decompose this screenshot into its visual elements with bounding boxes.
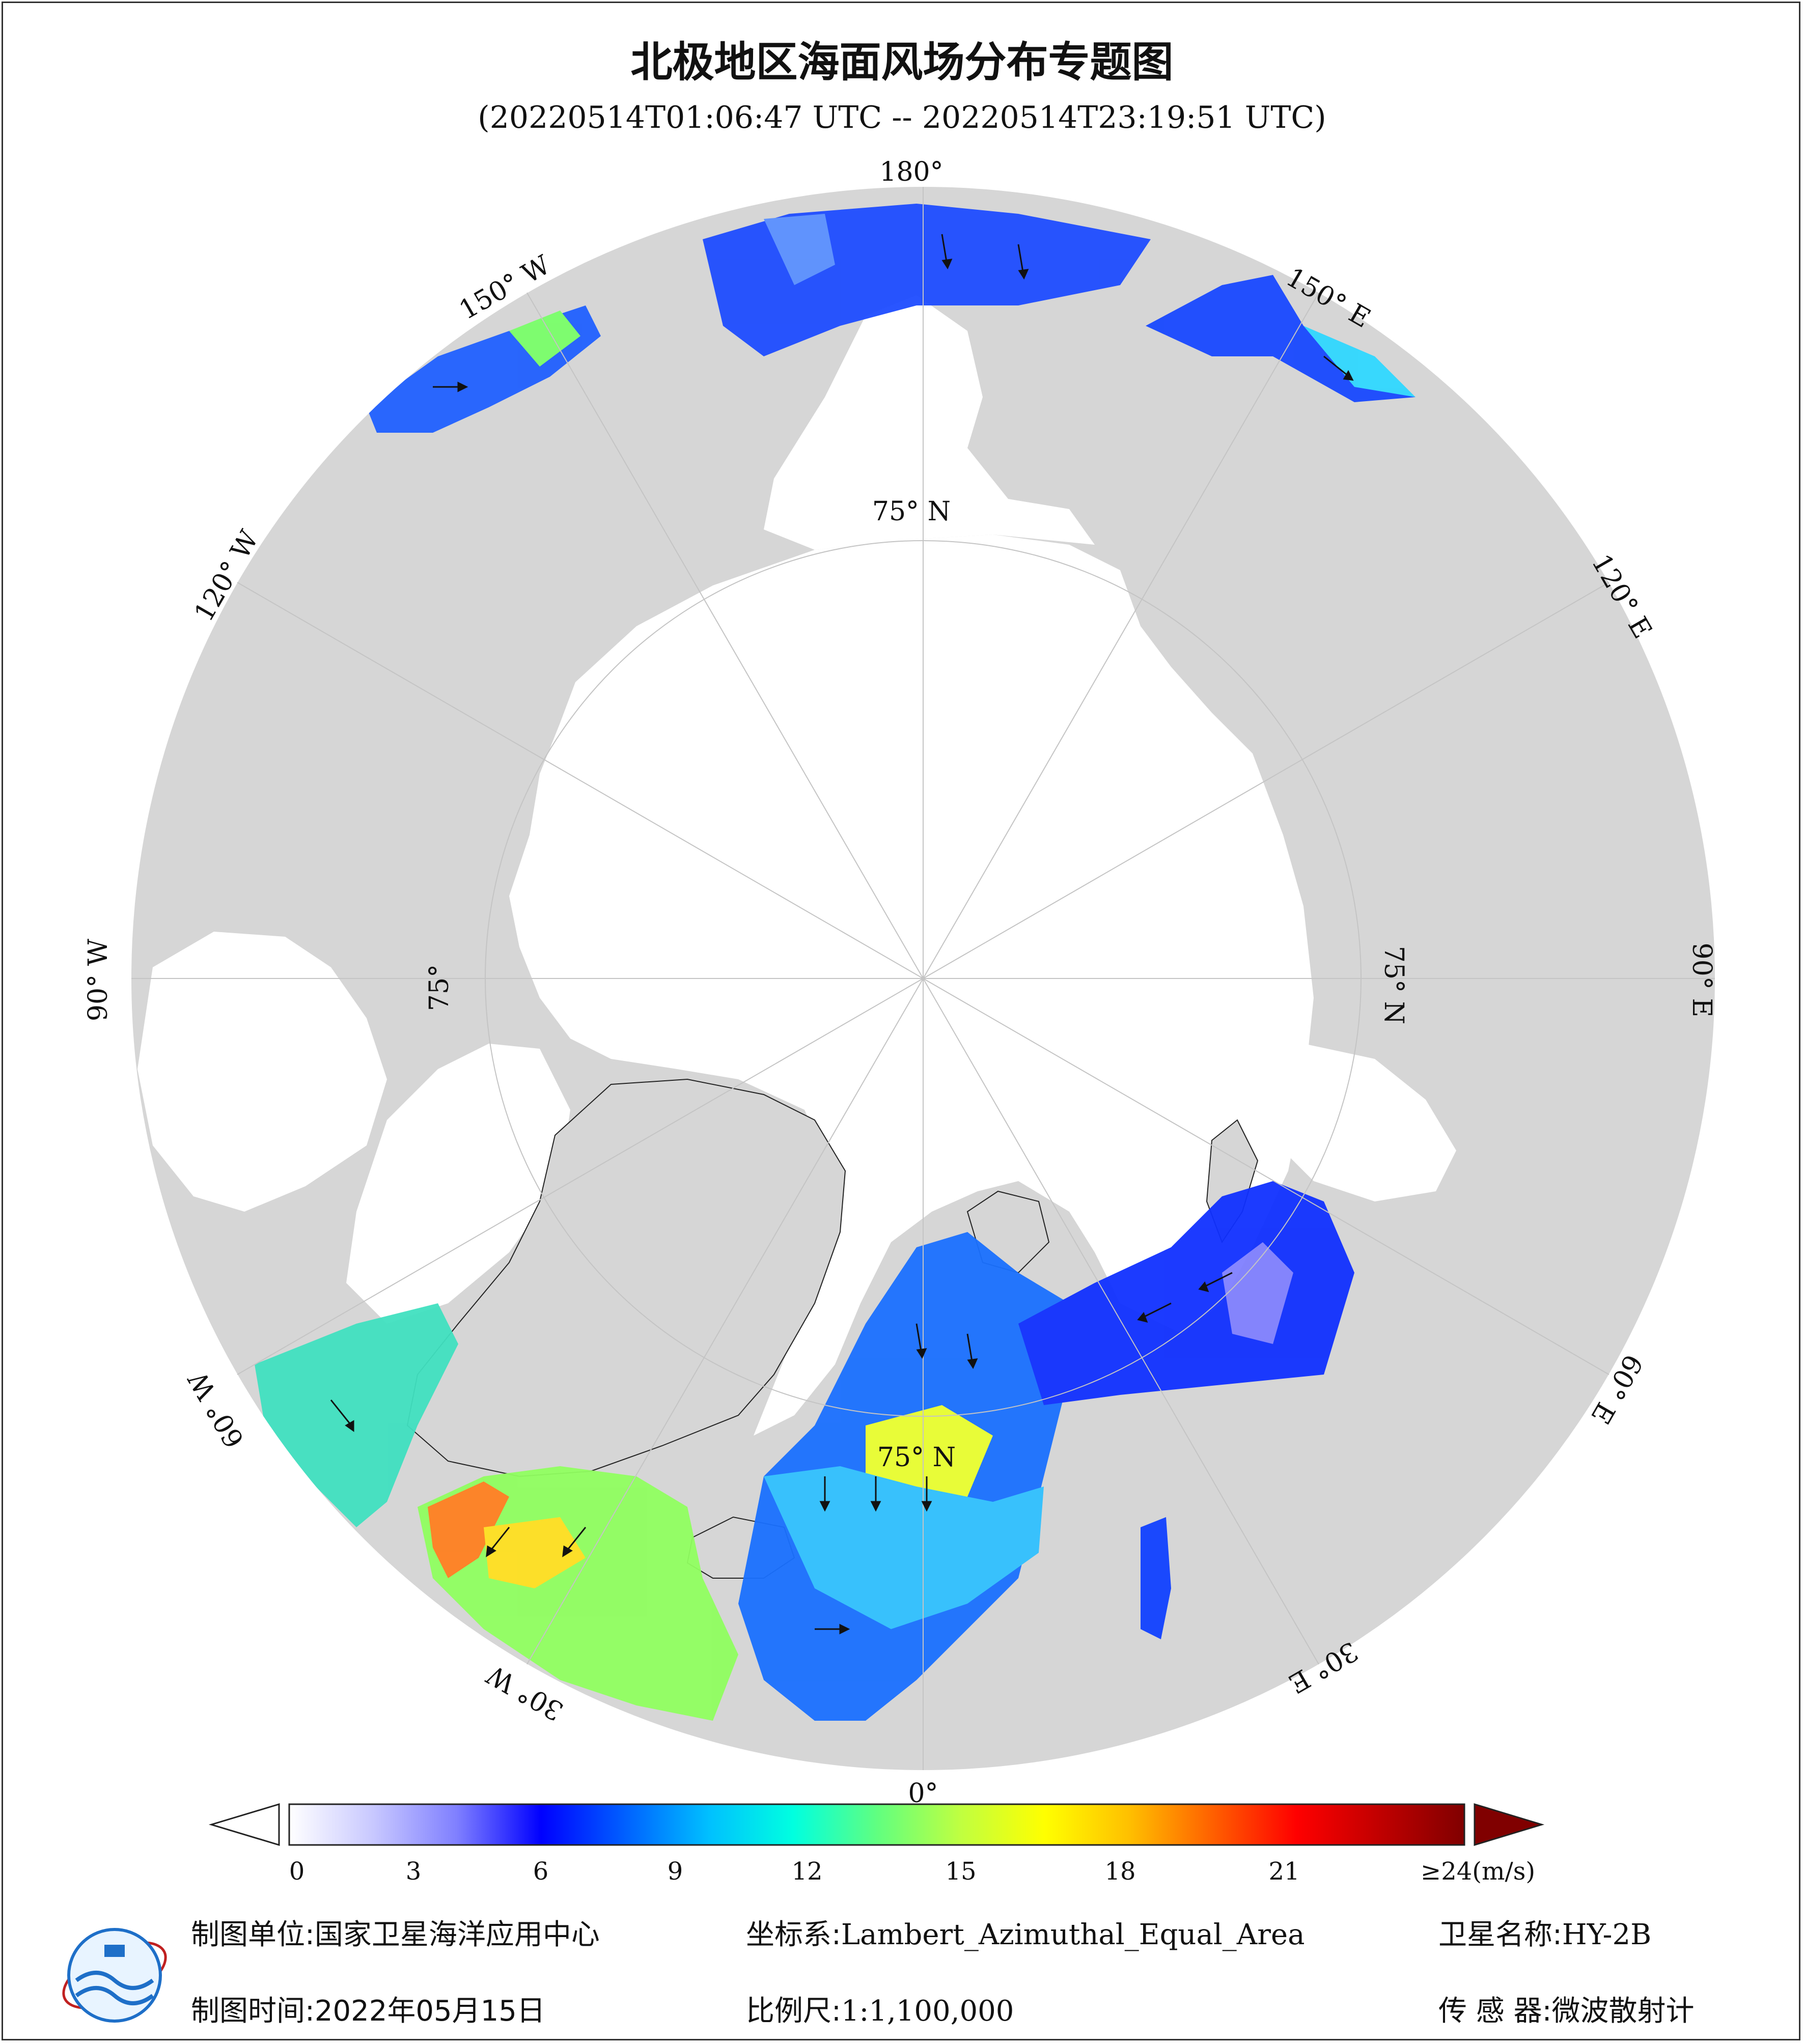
lat-label-75-left: 75° (424, 964, 455, 1011)
footer-scale: 比例尺:1:1,100,000 (746, 1988, 1014, 2029)
colorbar-max-arrow (1474, 1803, 1545, 1846)
wind-swath-north-atlantic-orange (428, 1481, 509, 1578)
wind-arrow (966, 1333, 978, 1369)
nsoas-logo (62, 1928, 167, 2023)
lat-label-75n-top: 75° N (872, 496, 951, 527)
wind-swath-labrador (255, 1303, 458, 1527)
colorbar-tick-24: ≥24 (1421, 1857, 1473, 1886)
footer-coord-value: Lambert_Azimuthal_Equal_Area (841, 1918, 1305, 1951)
footer-scale-label: 比例尺: (746, 1995, 841, 2028)
wind-swath-north-atlantic-yellow (484, 1517, 586, 1588)
footer-coord-label: 坐标系: (746, 1918, 841, 1951)
wind-arrow (1137, 1302, 1172, 1323)
wind-arrow (562, 1527, 587, 1557)
footer-coord: 坐标系:Lambert_Azimuthal_Equal_Area (746, 1912, 1305, 1953)
colorbar-unit: (m/s) (1472, 1857, 1536, 1886)
map-time-range: (20220514T01:06:47 UTC -- 20220514T23:19… (478, 100, 1326, 135)
colorbar-tick-9: 9 (667, 1857, 683, 1886)
footer-sensor-value: 微波散射计 (1551, 1995, 1695, 2028)
wind-arrow (870, 1476, 881, 1512)
wind-arrow (915, 1323, 927, 1359)
wind-arrows (330, 234, 1354, 1635)
colorbar-min-arrow (208, 1803, 280, 1846)
latitude-labels: 75° N 75° N 75° N 75° (424, 496, 1409, 1473)
baffin-ice-area (346, 1044, 570, 1324)
footer-sensor-label: 传 感 器: (1438, 1995, 1552, 2028)
colorbar (208, 1803, 1545, 1846)
wind-arrow (330, 1399, 354, 1432)
wind-swath-norwegian (764, 1466, 1044, 1629)
colorbar-tick-3: 3 (405, 1857, 422, 1886)
footer-date: 制图时间:2022年05月15日 (191, 1988, 545, 2029)
colorbar-gradient (288, 1803, 1465, 1846)
footer-satellite-label: 卫星名称: (1438, 1918, 1562, 1951)
wind-swath-barents-light (1222, 1242, 1293, 1344)
hudson-ice-area (137, 932, 387, 1212)
wind-arrow (815, 1623, 850, 1635)
wind-swath-baltic (1141, 1517, 1171, 1639)
colorbar-tick-0: 0 (289, 1857, 305, 1886)
lat-label-75n-bottom: 75° N (877, 1442, 956, 1473)
colorbar-tick-21: 21 (1268, 1857, 1300, 1886)
chukchi-ice-area (764, 295, 1095, 550)
wind-arrow (921, 1476, 932, 1512)
lat-label-75n-right: 75° N (1378, 946, 1409, 1024)
colorbar-max-label: ≥24(m/s) (1421, 1857, 1535, 1886)
footer-sensor: 传 感 器:微波散射计 (1438, 1988, 1694, 2029)
lon-label-90e: 90° E (1686, 943, 1717, 1018)
wind-arrow (1323, 355, 1354, 381)
lon-label-90w: 90° W (83, 938, 114, 1021)
footer-satellite-value: HY-2B (1562, 1918, 1652, 1951)
colorbar-tick-12: 12 (791, 1857, 823, 1886)
footer-date-label: 制图时间: (191, 1995, 315, 2028)
wind-speed-field (255, 204, 1416, 1721)
kara-ice-area (1253, 1044, 1456, 1201)
wind-swath-gulf-alaska-green (509, 311, 580, 367)
wind-arrow (819, 1476, 830, 1512)
colorbar-tick-6: 6 (533, 1857, 549, 1886)
wind-arrow (433, 381, 468, 393)
wind-arrow (486, 1527, 510, 1557)
wind-swath-bering-light (764, 214, 835, 285)
graticule (131, 187, 1715, 1770)
footer-date-value: 2022年05月15日 (314, 1995, 545, 2028)
colorbar-tick-18: 18 (1104, 1857, 1136, 1886)
wind-arrow (1198, 1272, 1233, 1293)
map-title: 北极地区海面风场分布专题图 (630, 38, 1174, 87)
footer-unit: 制图单位:国家卫星海洋应用中心 (191, 1912, 600, 1953)
wind-arrow (941, 234, 953, 270)
footer-unit-label: 制图单位: (191, 1918, 315, 1951)
colorbar-tick-15: 15 (945, 1857, 977, 1886)
lon-label-180: 180° (879, 157, 943, 187)
wind-swath-okhotsk-cyan (1303, 326, 1416, 397)
footer-unit-value: 国家卫星海洋应用中心 (314, 1918, 600, 1951)
wind-swath-barents (1018, 1181, 1354, 1405)
footer-scale-value: 1:1,100,000 (841, 1995, 1014, 2028)
footer-satellite: 卫星名称:HY-2B (1438, 1912, 1651, 1953)
wind-arrow (1017, 244, 1029, 280)
